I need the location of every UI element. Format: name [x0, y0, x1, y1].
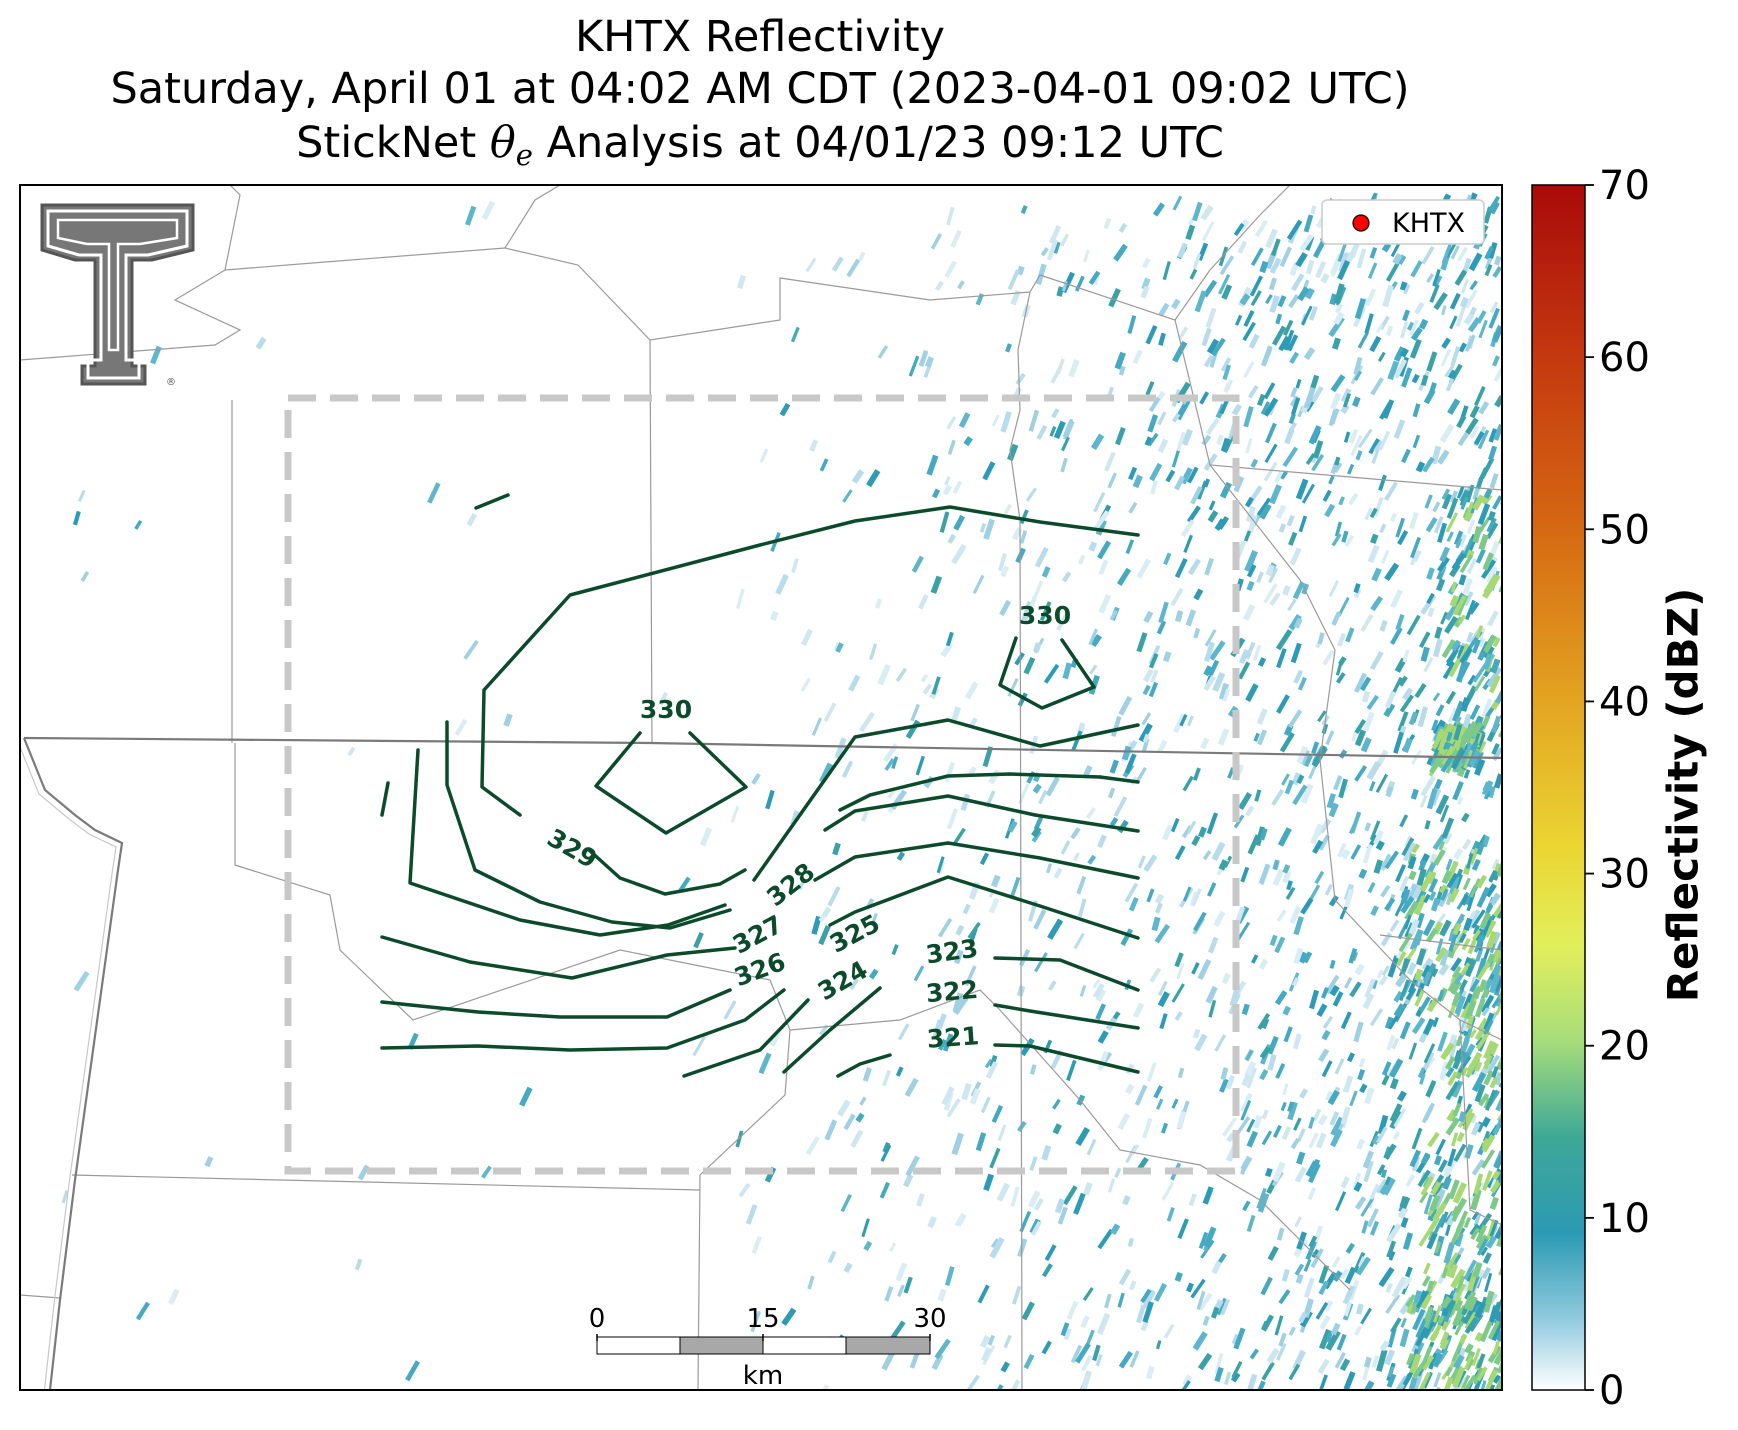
- contour-line: [474, 493, 510, 510]
- map-panel: 330 330 329 328 327 326 325 324 323 322 …: [20, 185, 1502, 1391]
- analysis-domain-box: [284, 394, 1240, 1175]
- analysis-prefix: StickNet: [296, 118, 490, 168]
- contour-line: [682, 998, 810, 1078]
- contour-line: [993, 956, 1140, 992]
- contour-line: [993, 1043, 1140, 1074]
- colorbar-tick-label: 30: [1599, 852, 1650, 898]
- county-boundaries: [20, 185, 1502, 1390]
- theta-symbol: θ: [489, 118, 516, 168]
- colorbar-tick-label: 40: [1599, 679, 1650, 725]
- contour-line: [380, 935, 737, 980]
- contour-line: [998, 636, 1096, 710]
- contour-line: [480, 505, 1140, 817]
- radar-echoes: [61, 192, 1502, 1390]
- colorbar-tick-label: 70: [1599, 163, 1650, 209]
- contour-line: [782, 986, 882, 1074]
- legend: KHTX: [1321, 199, 1485, 245]
- scale-tick-label: 15: [746, 1304, 779, 1334]
- legend-label: KHTX: [1392, 208, 1465, 239]
- contour-line: [445, 720, 732, 930]
- colorbar-tick-label: 20: [1599, 1024, 1650, 1070]
- contour-line: [752, 718, 1140, 882]
- contour-label: 321: [926, 1021, 980, 1054]
- theta-e-contours: [380, 493, 1140, 1078]
- colorbar-ticks: 0 10 20 30 40 50 60 70: [1585, 163, 1650, 1414]
- contour-line: [408, 748, 727, 937]
- colorbar-tick-label: 50: [1599, 507, 1650, 553]
- contour-label: 322: [925, 975, 980, 1008]
- colorbar-label: Reflectivity (dBZ): [1658, 587, 1708, 1003]
- contour-line: [836, 1053, 892, 1078]
- contour-line: [380, 988, 786, 1052]
- contour-labels: 330 330 329 328 327 326 325 324 323 322 …: [542, 601, 1071, 1054]
- contour-line: [594, 731, 748, 835]
- colorbar: 0 10 20 30 40 50 60 70: [1531, 163, 1650, 1414]
- contour-line: [823, 794, 1140, 833]
- chart-title-time: Saturday, April 01 at 04:02 AM CDT (2023…: [110, 64, 1410, 114]
- scale-bar: 0 15 30 km: [589, 1304, 947, 1391]
- chart-title-analysis: StickNet θe Analysis at 04/01/23 09:12 U…: [20, 118, 1500, 170]
- theta-subscript: e: [515, 138, 533, 172]
- contour-label: 323: [924, 934, 980, 970]
- contour-line: [813, 841, 1140, 882]
- contour-line: [993, 1003, 1140, 1030]
- texas-tech-logo-icon: ®: [40, 203, 195, 388]
- contour-line: [1098, 775, 1140, 784]
- contour-label: 330: [1019, 601, 1071, 630]
- contour-line: [828, 875, 1140, 940]
- chart-title-radar: KHTX Reflectivity: [574, 12, 945, 62]
- colorbar-tick-label: 0: [1599, 1368, 1624, 1414]
- scale-unit-label: km: [743, 1361, 783, 1391]
- contour-line: [587, 848, 747, 896]
- colorbar-tick-label: 10: [1599, 1196, 1650, 1242]
- contour-line: [380, 781, 390, 817]
- state-boundary-shadow: [20, 745, 117, 1390]
- state-boundaries: [22, 736, 1502, 1390]
- analysis-suffix: Analysis at 04/01/23 09:12 UTC: [532, 118, 1224, 168]
- registered-mark: ®: [166, 377, 176, 388]
- contour-label: 330: [640, 695, 692, 724]
- colorbar-tick-label: 60: [1599, 335, 1650, 381]
- map-frame: [19, 184, 1503, 1391]
- scale-tick-label: 30: [913, 1304, 946, 1334]
- khtx-marker-icon: [1352, 214, 1370, 232]
- scale-tick-label: 0: [589, 1304, 606, 1334]
- contour-line: [380, 988, 732, 1019]
- colorbar-gradient: [1531, 184, 1586, 1391]
- contour-line: [838, 772, 1102, 812]
